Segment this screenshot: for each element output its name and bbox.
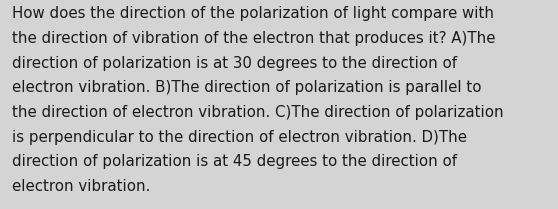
Text: the direction of vibration of the electron that produces it? A)The: the direction of vibration of the electr… xyxy=(12,31,496,46)
Text: electron vibration. B)The direction of polarization is parallel to: electron vibration. B)The direction of p… xyxy=(12,80,482,95)
Text: is perpendicular to the direction of electron vibration. D)The: is perpendicular to the direction of ele… xyxy=(12,130,467,145)
Text: electron vibration.: electron vibration. xyxy=(12,179,151,194)
Text: direction of polarization is at 45 degrees to the direction of: direction of polarization is at 45 degre… xyxy=(12,154,458,169)
Text: How does the direction of the polarization of light compare with: How does the direction of the polarizati… xyxy=(12,6,494,21)
Text: direction of polarization is at 30 degrees to the direction of: direction of polarization is at 30 degre… xyxy=(12,56,458,71)
Text: the direction of electron vibration. C)The direction of polarization: the direction of electron vibration. C)T… xyxy=(12,105,504,120)
